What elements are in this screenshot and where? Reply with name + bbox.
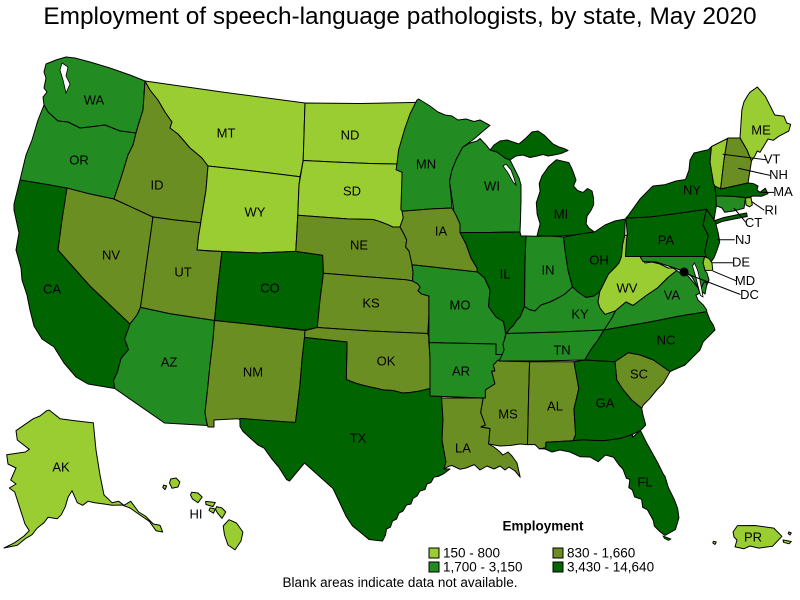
svg-text:KY: KY (571, 306, 589, 321)
svg-text:ID: ID (151, 177, 164, 192)
svg-text:830 - 1,660: 830 - 1,660 (567, 546, 635, 561)
svg-text:HI: HI (190, 506, 203, 521)
svg-text:CT: CT (745, 215, 762, 230)
svg-text:NC: NC (657, 332, 676, 347)
svg-text:1,700 - 3,150: 1,700 - 3,150 (443, 560, 523, 575)
svg-text:IN: IN (542, 262, 555, 277)
svg-text:DC: DC (740, 287, 759, 302)
svg-text:NM: NM (243, 364, 263, 379)
svg-text:MS: MS (498, 406, 518, 421)
svg-text:3,430 - 14,640: 3,430 - 14,640 (567, 560, 654, 575)
svg-text:MA: MA (773, 184, 793, 199)
svg-text:NH: NH (769, 167, 788, 182)
svg-text:DE: DE (732, 254, 750, 269)
svg-text:OK: OK (377, 353, 396, 368)
svg-text:PA: PA (658, 232, 675, 247)
svg-text:Blank areas indicate data not: Blank areas indicate data not available. (283, 575, 518, 590)
svg-text:AZ: AZ (161, 354, 178, 369)
svg-text:Employment: Employment (502, 519, 584, 534)
svg-text:AR: AR (452, 363, 470, 378)
svg-text:OR: OR (69, 152, 89, 167)
svg-text:KS: KS (362, 295, 380, 310)
svg-text:NE: NE (350, 237, 368, 252)
svg-text:NJ: NJ (735, 232, 751, 247)
svg-text:MN: MN (416, 156, 436, 171)
svg-text:AK: AK (52, 459, 70, 474)
svg-text:OH: OH (589, 252, 609, 267)
svg-text:WV: WV (617, 280, 638, 295)
svg-text:WI: WI (484, 178, 500, 193)
svg-text:UT: UT (174, 264, 191, 279)
svg-text:TX: TX (350, 430, 367, 445)
svg-text:IL: IL (500, 266, 511, 281)
svg-text:IA: IA (435, 223, 448, 238)
svg-text:150 - 800: 150 - 800 (443, 546, 500, 561)
svg-text:NV: NV (102, 247, 120, 262)
svg-text:ME: ME (751, 122, 771, 137)
svg-text:MT: MT (217, 125, 236, 140)
svg-text:TN: TN (553, 342, 570, 357)
svg-text:MO: MO (450, 297, 471, 312)
svg-text:PR: PR (744, 529, 762, 544)
svg-text:CO: CO (260, 280, 280, 295)
svg-text:LA: LA (455, 440, 471, 455)
svg-text:SD: SD (343, 183, 361, 198)
svg-text:ND: ND (341, 127, 360, 142)
svg-text:AL: AL (547, 398, 563, 413)
svg-text:VT: VT (764, 151, 781, 166)
svg-text:WA: WA (84, 92, 105, 107)
svg-text:SC: SC (630, 366, 648, 381)
svg-text:GA: GA (596, 395, 615, 410)
svg-text:MD: MD (735, 273, 755, 288)
svg-text:RI: RI (765, 202, 778, 217)
svg-text:NY: NY (683, 182, 701, 197)
svg-text:CA: CA (43, 281, 61, 296)
svg-text:WY: WY (245, 204, 266, 219)
svg-text:FL: FL (637, 474, 652, 489)
svg-text:MI: MI (554, 206, 568, 221)
svg-text:VA: VA (664, 287, 681, 302)
